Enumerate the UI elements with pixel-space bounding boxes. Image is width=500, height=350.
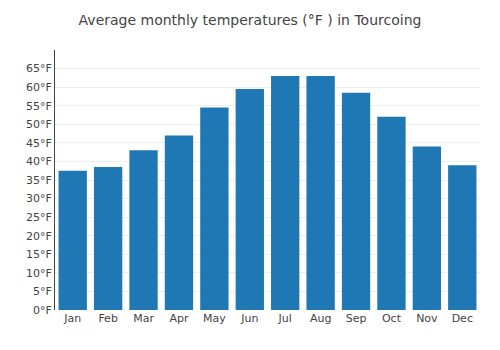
svg-text:40°F: 40°F — [26, 155, 52, 168]
svg-text:30°F: 30°F — [26, 192, 52, 205]
svg-text:25°F: 25°F — [26, 211, 52, 224]
svg-text:Dec: Dec — [452, 312, 473, 325]
svg-text:60°F: 60°F — [26, 81, 52, 94]
svg-text:50°F: 50°F — [26, 118, 52, 131]
svg-text:Aug: Aug — [310, 312, 331, 325]
svg-text:Jul: Jul — [278, 312, 292, 325]
svg-text:15°F: 15°F — [26, 248, 52, 261]
svg-text:Feb: Feb — [98, 312, 117, 325]
svg-text:Jan: Jan — [63, 312, 81, 325]
svg-text:20°F: 20°F — [26, 230, 52, 243]
svg-text:35°F: 35°F — [26, 174, 52, 187]
svg-text:Sep: Sep — [346, 312, 367, 325]
svg-text:Nov: Nov — [416, 312, 438, 325]
svg-text:Apr: Apr — [169, 312, 189, 325]
svg-text:5°F: 5°F — [33, 285, 52, 298]
svg-text:Average monthly temperatures (: Average monthly temperatures (°F ) in To… — [79, 12, 422, 28]
svg-text:May: May — [203, 312, 226, 325]
svg-text:Mar: Mar — [133, 312, 154, 325]
svg-text:10°F: 10°F — [26, 267, 52, 280]
svg-text:Oct: Oct — [382, 312, 402, 325]
svg-text:0°F: 0°F — [33, 304, 52, 317]
svg-text:55°F: 55°F — [26, 100, 52, 113]
svg-text:Jun: Jun — [240, 312, 258, 325]
svg-text:65°F: 65°F — [26, 62, 52, 75]
svg-text:45°F: 45°F — [26, 137, 52, 150]
